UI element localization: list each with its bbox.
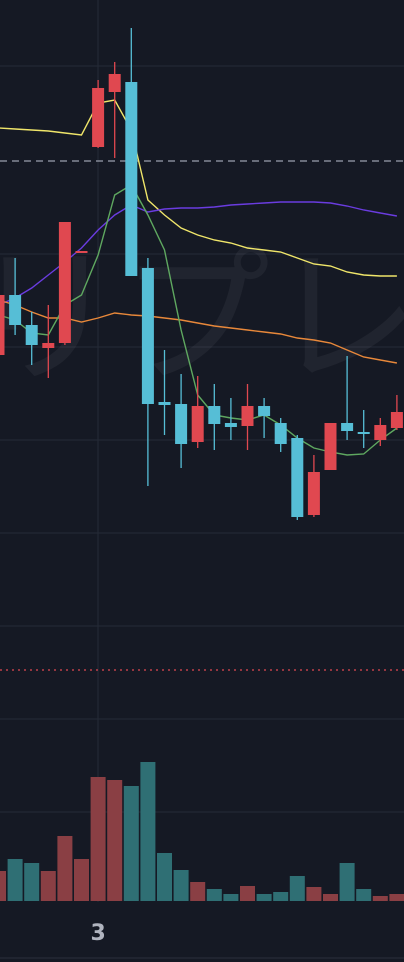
candle-body [224,423,237,427]
candle-body [341,423,354,431]
candle-body [357,432,370,434]
candle-body [258,406,271,416]
volume-bar [356,889,372,901]
candle-body [390,412,403,428]
volume-bar [7,859,23,901]
volume-bar [273,892,289,901]
candle-body [0,295,5,355]
candle-body [274,423,287,444]
candle-body [42,343,55,348]
volume-bar [40,871,56,901]
volume-bar [57,836,73,901]
volume-bar [123,786,139,901]
candle-body [241,406,254,426]
volume-bar [323,894,338,901]
volume-bar [173,870,189,901]
candle-body [75,251,88,253]
candle-body [125,82,138,276]
volume-bar [339,863,355,901]
volume-bar [140,762,156,901]
volume-bar [107,780,123,901]
x-tick-label: 3 [90,921,105,946]
candle-body [9,295,22,325]
volume-bar [306,887,322,901]
candle-body [307,472,320,515]
volume-bar [206,889,222,901]
candle-body [191,406,204,442]
volume-bar [157,853,172,901]
moving-average-line [0,99,397,277]
candle-body [108,74,121,92]
volume-bar [74,859,89,901]
candle-body [175,404,188,444]
candle-body [208,406,221,424]
volume-bar [240,886,255,901]
volume-bar [289,876,305,901]
candle-body [141,268,154,404]
volume-bar [90,777,106,901]
candle-body [291,438,304,517]
candle-body [92,88,105,147]
volume-bar [190,882,206,901]
candle-body [374,425,387,440]
volume-bar [223,894,239,901]
candle-body [324,423,337,470]
candle-body [25,325,38,345]
candle-body [58,222,71,343]
volume-bar [24,863,40,901]
volume-bar [389,894,404,901]
volume-bar [372,896,388,901]
volume-bar [0,871,6,901]
candle-body [158,402,171,405]
volume-bar [256,894,272,901]
